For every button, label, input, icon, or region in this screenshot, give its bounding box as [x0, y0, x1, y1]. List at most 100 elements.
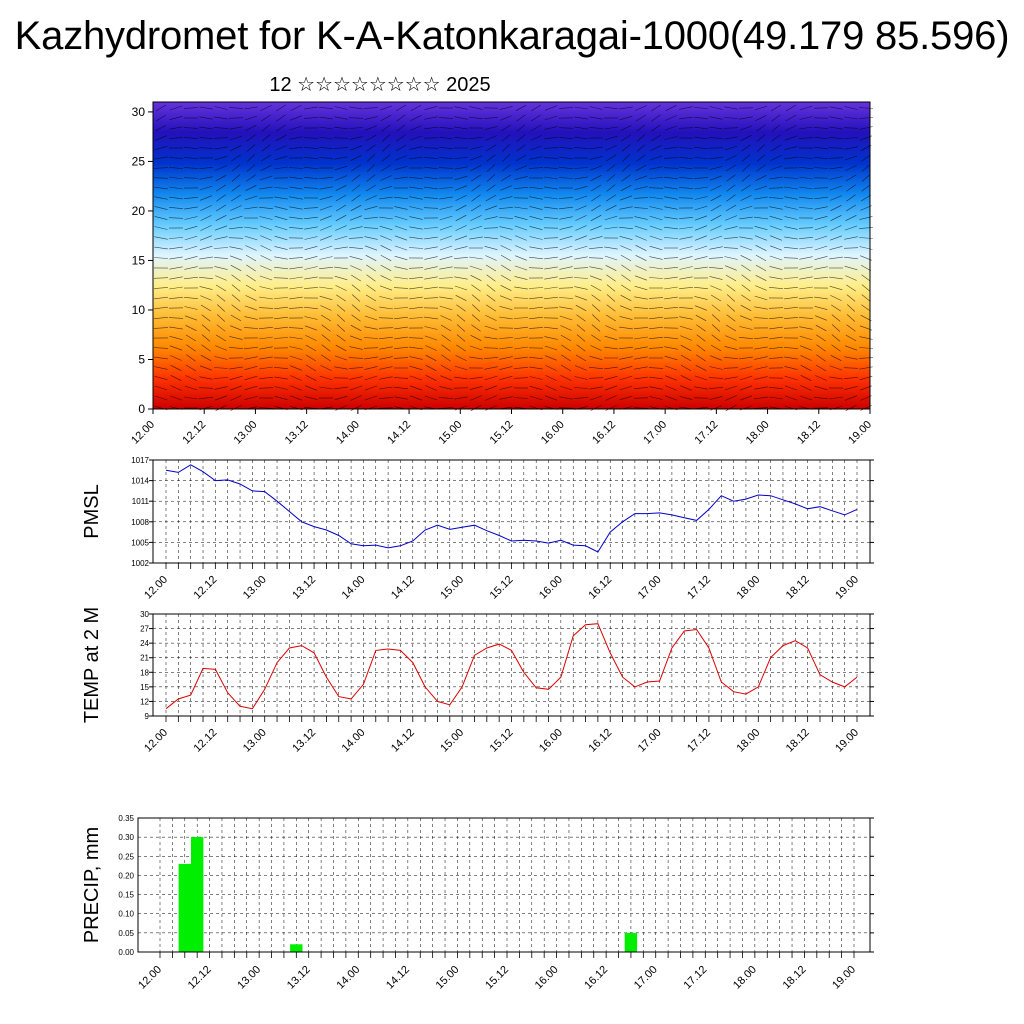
wind-barb [769, 245, 783, 251]
wind-barb [679, 325, 693, 331]
wind-barb [289, 286, 303, 290]
wind-barb [739, 337, 753, 339]
wind-barb [814, 206, 828, 210]
wind-barb [154, 287, 168, 289]
wind-barb [754, 337, 768, 339]
wind-barb [814, 156, 828, 160]
wind-barb [679, 187, 693, 189]
wind-barb [230, 264, 242, 272]
wind-barb [409, 306, 423, 310]
wind-barb [393, 377, 409, 379]
wind-barb [214, 236, 228, 240]
wind-barb [365, 134, 377, 142]
wind-barb [529, 145, 543, 151]
wind-barb [364, 116, 378, 120]
wind-barb [438, 407, 454, 409]
wind-barb [366, 184, 376, 192]
wind-barb [558, 297, 574, 299]
wind-barb [274, 386, 288, 390]
wind-barb [725, 404, 737, 412]
wind-barb [664, 365, 678, 371]
wind-barb [409, 317, 423, 319]
wind-barb [635, 265, 647, 271]
wind-barb [154, 395, 168, 401]
y-tick-label: 0.00 [118, 948, 134, 957]
wind-barb [500, 124, 512, 132]
wind-barb [484, 117, 498, 119]
wind-barb [799, 297, 813, 299]
wind-barb [843, 367, 859, 369]
wind-barb [621, 144, 631, 152]
wind-barb [725, 335, 737, 341]
wind-barb [829, 176, 843, 180]
wind-barb [230, 145, 242, 151]
wind-barb [560, 325, 572, 331]
wind-barb [154, 296, 168, 300]
wind-barb [574, 376, 588, 380]
wind-barb [244, 366, 258, 370]
wind-barb [215, 275, 227, 281]
wind-barb [366, 274, 376, 282]
wind-barb [514, 225, 528, 231]
wind-barb [320, 215, 332, 221]
wind-barb [259, 327, 273, 329]
wind-barb [634, 376, 648, 380]
wind-barb [364, 236, 378, 240]
wind-barb [663, 257, 679, 259]
wind-barb [606, 184, 616, 192]
wind-barb [845, 275, 857, 281]
wind-barb [861, 184, 871, 192]
wind-barb [769, 336, 783, 340]
wind-barb [591, 304, 601, 312]
wind-barb [649, 155, 663, 161]
wind-barb [184, 235, 198, 241]
wind-barb [529, 297, 543, 299]
wind-barb [319, 375, 333, 381]
wind-barb [664, 136, 678, 140]
wind-barb [679, 256, 693, 260]
wind-barb [634, 336, 648, 340]
wind-barb [274, 206, 288, 210]
wind-barb [799, 246, 813, 250]
wind-barb [726, 314, 736, 322]
wind-barb [694, 287, 708, 289]
wind-barb [500, 285, 512, 291]
wind-barb [319, 126, 333, 130]
wind-barb [304, 276, 318, 280]
wind-barb [636, 124, 646, 132]
wind-barb [529, 167, 543, 169]
temperature-xtick-label: 19.00 [833, 727, 861, 755]
wind-barb [199, 376, 213, 380]
wind-barb [184, 197, 198, 199]
wind-barb [334, 246, 348, 250]
wind-barb [168, 237, 184, 239]
wind-barb [498, 217, 514, 219]
wind-barb [679, 396, 693, 400]
wind-barb [739, 245, 753, 251]
chart-subtitle: 12 ☆☆☆☆☆☆☆☆ 2025 [269, 74, 491, 96]
wind-barb [785, 114, 797, 122]
wind-barb [649, 206, 663, 210]
precip-xtick-label: 13.00 [235, 964, 263, 992]
wind-barb [694, 215, 708, 221]
wind-barb [861, 154, 871, 162]
wind-barb [351, 304, 361, 312]
wind-barb [544, 217, 558, 219]
temperature-xtick-label: 16.00 [537, 727, 565, 755]
wind-barb [169, 326, 183, 330]
wind-barb [321, 324, 331, 332]
wind-barb [154, 317, 168, 319]
wind-barb [636, 144, 646, 152]
wind-barb [245, 245, 257, 251]
wind-barb [664, 296, 678, 300]
wind-barb [395, 155, 407, 161]
wind-barb [410, 125, 422, 131]
wind-barb [709, 166, 723, 170]
wind-barb [726, 294, 736, 302]
wind-barb [439, 225, 453, 231]
wind-barb [378, 327, 394, 329]
wind-barb [216, 194, 226, 202]
wind-barb [154, 257, 168, 259]
wind-barb [319, 205, 333, 211]
wind-barb [529, 236, 543, 240]
